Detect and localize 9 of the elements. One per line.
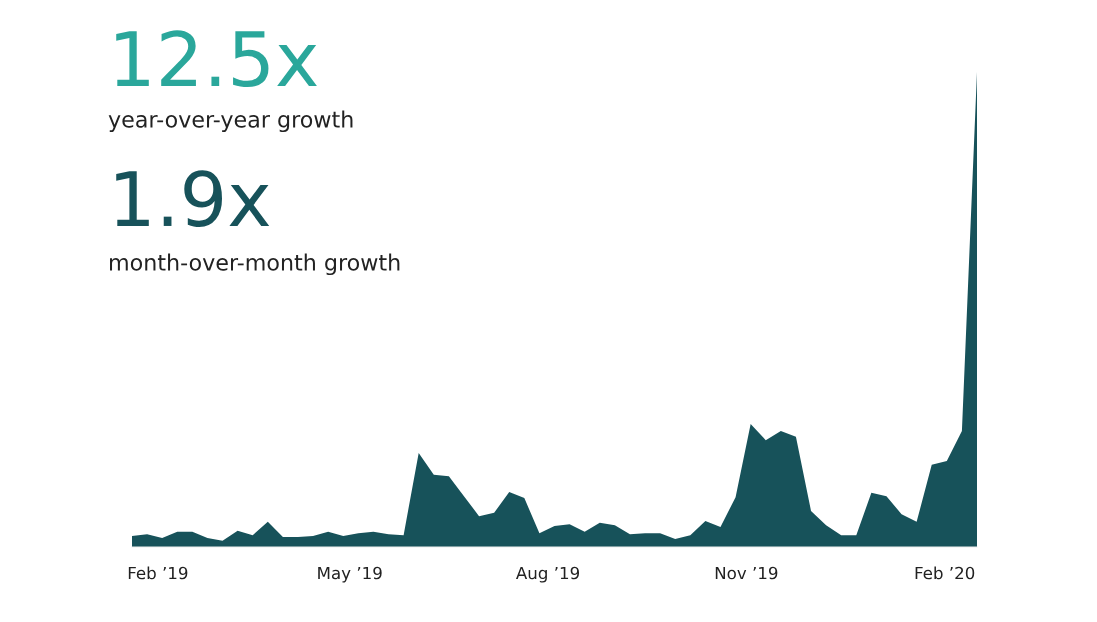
x-tick-label: Feb ’20 [915, 566, 975, 580]
x-tick-label: May ’19 [318, 566, 382, 583]
x-tick-label: Feb ’19 [128, 566, 188, 580]
annotation: 1.9x [116, 170, 270, 228]
annotation: month-over-month growth [110, 253, 400, 276]
annotation: year-over-year growth [108, 110, 353, 133]
annotation: 12.5x [116, 30, 317, 88]
x-tick-label: Aug ’19 [515, 566, 580, 583]
x-tick-label: Nov ’19 [715, 566, 778, 580]
